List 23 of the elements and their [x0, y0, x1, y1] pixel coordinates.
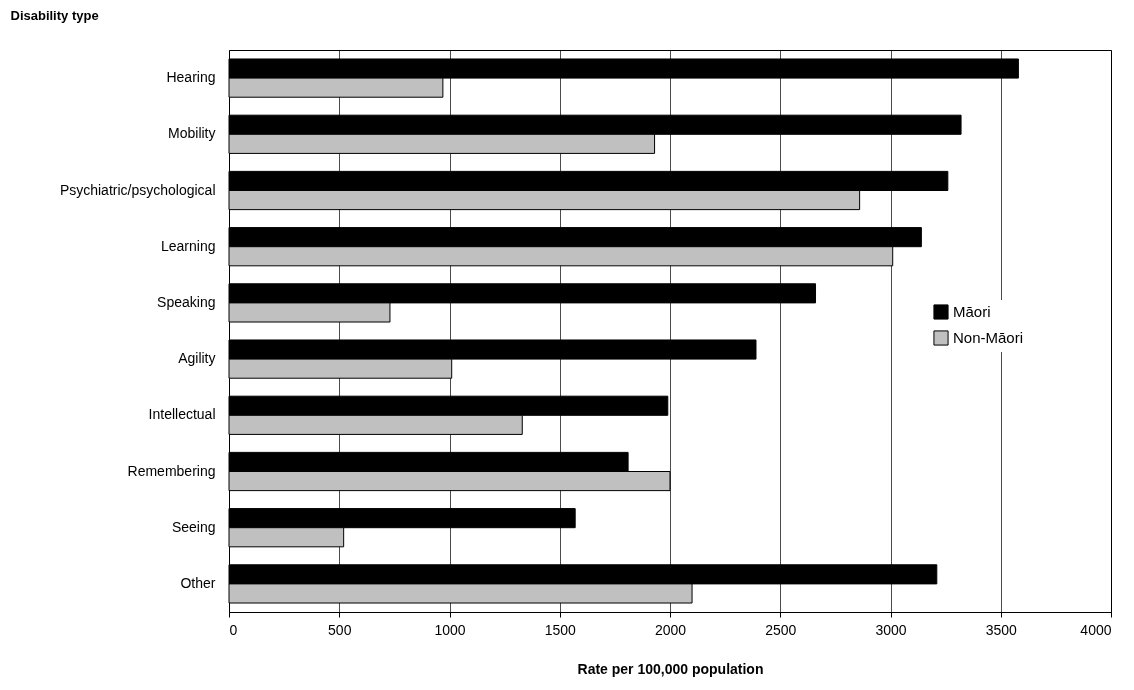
y-tick-label: Agility	[178, 350, 216, 367]
x-tick-label: 2500	[765, 621, 797, 638]
y-tick-label: Learning	[161, 237, 216, 254]
y-tick-label: Remembering	[127, 462, 216, 479]
x-tick-label: 3500	[985, 621, 1018, 638]
x-tick-label: 2000	[654, 621, 687, 638]
y-tick-label: Speaking	[157, 293, 216, 310]
y-axis-title: Disability type	[10, 7, 99, 23]
y-tick-label: Other	[180, 574, 216, 591]
x-tick-label: 500	[328, 621, 352, 638]
y-tick-label: Hearing	[166, 69, 216, 86]
y-tick-label: Mobility	[168, 125, 216, 142]
legend-label: Non-Māori	[953, 329, 1024, 346]
x-tick-label: 1000	[434, 621, 466, 638]
legend-label: Māori	[953, 303, 991, 320]
y-tick-label: Seeing	[171, 518, 216, 535]
x-tick-label: 4000	[1080, 621, 1112, 638]
x-tick-label: 1500	[544, 621, 577, 638]
x-axis-title: Rate per 100,000 population	[577, 660, 764, 677]
y-tick-label: Psychiatric/psychological	[59, 181, 216, 198]
y-tick-label: Intellectual	[148, 406, 216, 423]
x-tick-label: 0	[229, 621, 238, 638]
x-tick-label: 3000	[875, 621, 907, 638]
